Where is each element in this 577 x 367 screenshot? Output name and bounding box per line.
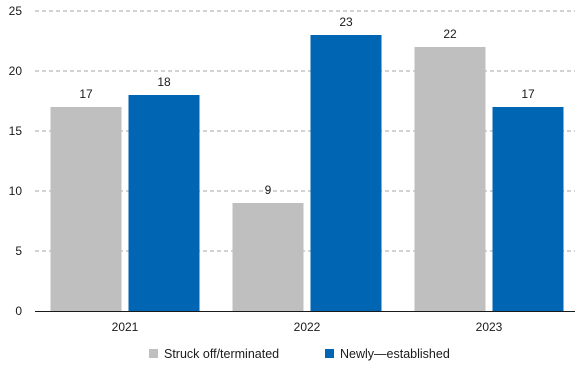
y-tick-label: 10 — [9, 184, 23, 198]
bar-newly-established-2023 — [492, 107, 564, 311]
data-label: 17 — [521, 87, 535, 101]
bar-newly-established-2022 — [310, 35, 382, 311]
x-tick-label: 2022 — [294, 320, 321, 334]
data-label: 23 — [339, 15, 353, 29]
data-label: 17 — [79, 87, 93, 101]
x-axis-ticks: 2021 2022 2023 — [112, 320, 503, 334]
x-tick-label: 2021 — [112, 320, 139, 334]
bar-struck-off-2022 — [232, 203, 304, 311]
bars — [50, 35, 564, 311]
bar-newly-established-2021 — [128, 95, 200, 311]
legend-label-struck-off: Struck off/terminated — [164, 347, 279, 361]
legend-label-newly-established: Newly—established — [340, 347, 450, 361]
data-label: 22 — [443, 27, 457, 41]
legend-swatch-newly-established — [325, 349, 334, 358]
y-tick-label: 0 — [15, 304, 22, 318]
bar-struck-off-2023 — [414, 47, 486, 311]
legend: Struck off/terminated Newly—established — [149, 347, 450, 361]
y-tick-label: 5 — [15, 244, 22, 258]
legend-swatch-struck-off — [149, 349, 158, 358]
y-tick-label: 25 — [9, 4, 23, 18]
x-tick-label: 2023 — [476, 320, 503, 334]
bar-struck-off-2021 — [50, 107, 122, 311]
data-label: 18 — [157, 75, 171, 89]
y-tick-label: 20 — [9, 64, 23, 78]
y-tick-label: 15 — [9, 124, 23, 138]
data-label: 9 — [265, 183, 272, 197]
data-labels: 17 18 9 23 22 17 — [79, 15, 535, 197]
y-axis-ticks: 0 5 10 15 20 25 — [9, 4, 23, 318]
